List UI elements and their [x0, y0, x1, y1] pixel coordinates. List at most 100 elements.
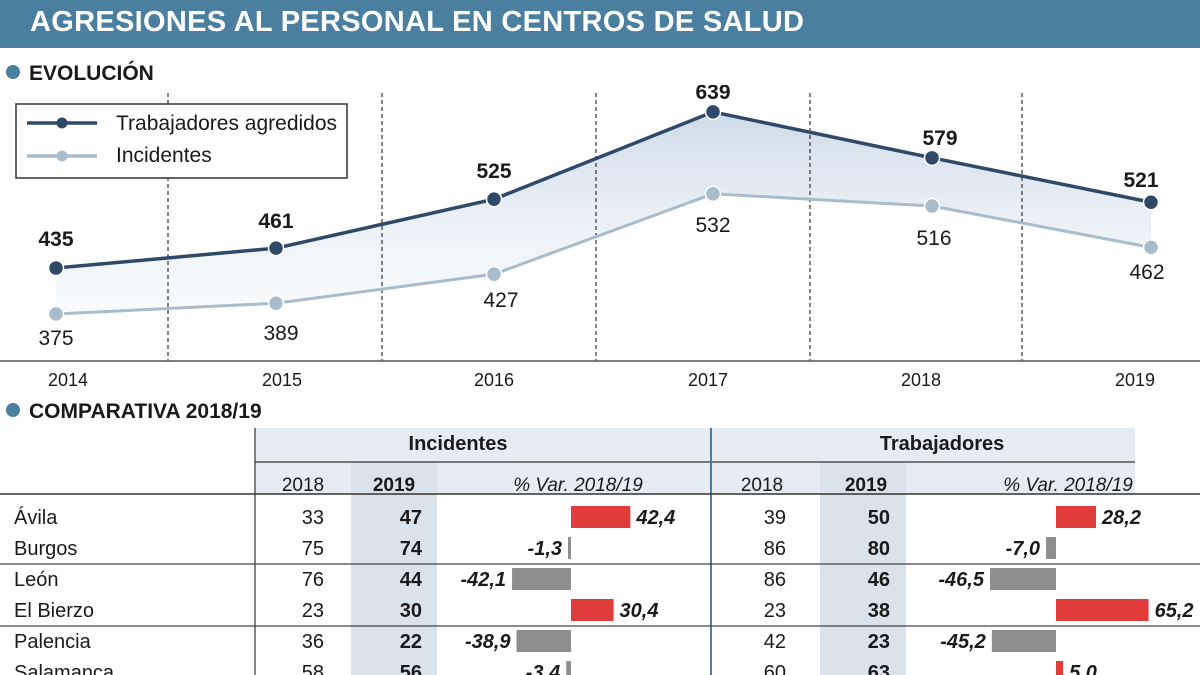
- column-header: 2019: [845, 475, 887, 496]
- column-header: 2018: [741, 475, 783, 496]
- var-label-inc: 42,4: [635, 507, 675, 529]
- point-incidentes: [1142, 239, 1160, 256]
- legend-label-incidentes: Incidentes: [116, 144, 212, 167]
- bar-var-inc: [516, 630, 571, 652]
- cell-inc-2019: 30: [400, 600, 422, 622]
- x-tick-label: 2015: [262, 370, 302, 390]
- cell-tra-2018: 60: [764, 662, 786, 675]
- data-label-incidentes: 532: [695, 214, 730, 237]
- line-chart: 435 461 525 639 579 521 375 389 427 532 516 462 2014…: [0, 85, 1200, 390]
- point-trabajadores: [47, 259, 65, 277]
- cell-inc-2019: 47: [400, 507, 422, 529]
- x-tick-label: 2014: [48, 370, 88, 390]
- x-tick-label: 2017: [688, 370, 728, 390]
- column-header: 2018: [282, 475, 324, 496]
- data-label-trabajadores: 579: [922, 127, 957, 150]
- var-label-tra: -46,5: [938, 569, 984, 591]
- bar-var-tra: [989, 568, 1056, 590]
- point-trabajadores: [704, 103, 722, 121]
- data-label-incidentes: 462: [1129, 261, 1164, 284]
- var-label-inc: -42,1: [460, 569, 506, 591]
- bullet-dot: [6, 403, 20, 417]
- group-header-trabajadores: Trabajadores: [880, 433, 1005, 455]
- var-label-tra: 5,0: [1069, 662, 1097, 675]
- legend-box: [15, 103, 348, 179]
- col-2019-trabajadores-bg: [820, 462, 906, 675]
- column-header-var: % Var. 2018/19: [1003, 475, 1133, 496]
- var-label-inc: -3,4: [526, 662, 560, 675]
- x-tick-label: 2018: [901, 370, 941, 390]
- var-label-inc: 30,4: [620, 600, 659, 622]
- cell-inc-2018: 23: [302, 600, 324, 622]
- cell-tra-2019: 38: [868, 600, 890, 622]
- cell-tra-2019: 63: [868, 662, 890, 675]
- legend-marker-trabajadores: [56, 117, 68, 129]
- column-header: 2019: [373, 475, 415, 496]
- row-label: Burgos: [14, 538, 77, 560]
- bar-var-inc: [571, 506, 631, 528]
- bar-var-inc: [568, 537, 571, 559]
- data-label-trabajadores: 639: [695, 85, 730, 104]
- bar-var-tra: [1056, 599, 1149, 621]
- cell-inc-2018: 33: [302, 507, 324, 529]
- bar-var-tra: [1056, 661, 1064, 675]
- var-label-tra: -7,0: [1006, 538, 1040, 560]
- data-label-incidentes: 516: [916, 227, 951, 250]
- data-label-trabajadores: 521: [1123, 169, 1158, 192]
- data-label-incidentes: 375: [38, 327, 73, 350]
- row-label: Palencia: [14, 631, 92, 653]
- var-label-tra: 28,2: [1101, 507, 1141, 529]
- var-label-tra: -45,2: [940, 631, 986, 653]
- bar-var-tra: [991, 630, 1056, 652]
- title-bar: AGRESIONES AL PERSONAL EN CENTROS DE SAL…: [0, 0, 1200, 48]
- var-label-inc: -38,9: [465, 631, 511, 653]
- cell-inc-2019: 74: [400, 538, 423, 560]
- section-comparativa: COMPARATIVA 2018/19: [6, 400, 262, 424]
- legend-marker-incidentes: [56, 150, 68, 162]
- data-label-trabajadores: 435: [38, 228, 73, 251]
- row-label: León: [14, 569, 59, 591]
- cell-inc-2018: 76: [302, 569, 324, 591]
- page-title: AGRESIONES AL PERSONAL EN CENTROS DE SAL…: [30, 6, 805, 38]
- col-2019-incidentes-bg: [351, 462, 437, 675]
- section-comparativa-label: COMPARATIVA 2018/19: [29, 400, 262, 423]
- cell-tra-2018: 86: [764, 569, 786, 591]
- column-header-var: % Var. 2018/19: [513, 475, 643, 496]
- row-label: El Bierzo: [14, 600, 94, 622]
- var-label-tra: 65,2: [1155, 600, 1194, 622]
- data-label-incidentes: 389: [263, 322, 298, 345]
- point-trabajadores: [923, 149, 941, 167]
- point-trabajadores: [485, 190, 503, 208]
- data-label-incidentes: 427: [483, 289, 518, 312]
- series-trabajadores-line: [55, 110, 1152, 270]
- section-evolucion: EVOLUCIÓN: [6, 62, 154, 86]
- bar-var-tra: [1056, 506, 1097, 528]
- cell-tra-2019: 50: [868, 507, 890, 529]
- area-fill: [56, 111, 1151, 314]
- point-incidentes: [485, 265, 503, 283]
- cell-tra-2019: 23: [868, 631, 890, 653]
- point-trabajadores: [267, 239, 285, 257]
- row-label: Salamanca: [14, 662, 115, 675]
- cell-tra-2019: 46: [868, 569, 890, 591]
- bullet-dot: [6, 65, 20, 79]
- bar-var-tra: [1046, 537, 1056, 559]
- legend-label-trabajadores: Trabajadores agredidos: [116, 112, 337, 135]
- bar-var-inc: [566, 661, 571, 675]
- cell-inc-2019: 44: [400, 569, 423, 591]
- cell-tra-2018: 42: [764, 631, 786, 653]
- group-header-incidentes: Incidentes: [409, 433, 508, 455]
- data-label-trabajadores: 525: [476, 160, 511, 183]
- cell-inc-2018: 58: [302, 662, 324, 675]
- data-label-trabajadores: 461: [258, 210, 293, 233]
- cell-tra-2018: 39: [764, 507, 786, 529]
- point-incidentes: [267, 295, 285, 312]
- row-label: Ávila: [14, 506, 58, 529]
- cell-inc-2018: 75: [302, 538, 324, 560]
- cell-inc-2018: 36: [302, 631, 324, 653]
- bar-var-inc: [512, 568, 571, 590]
- point-incidentes: [47, 305, 65, 323]
- point-trabajadores: [1142, 193, 1160, 211]
- cell-tra-2018: 86: [764, 538, 786, 560]
- var-label-inc: -1,3: [528, 538, 562, 560]
